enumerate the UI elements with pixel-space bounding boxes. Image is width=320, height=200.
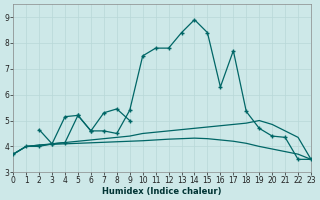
X-axis label: Humidex (Indice chaleur): Humidex (Indice chaleur) [102,187,222,196]
